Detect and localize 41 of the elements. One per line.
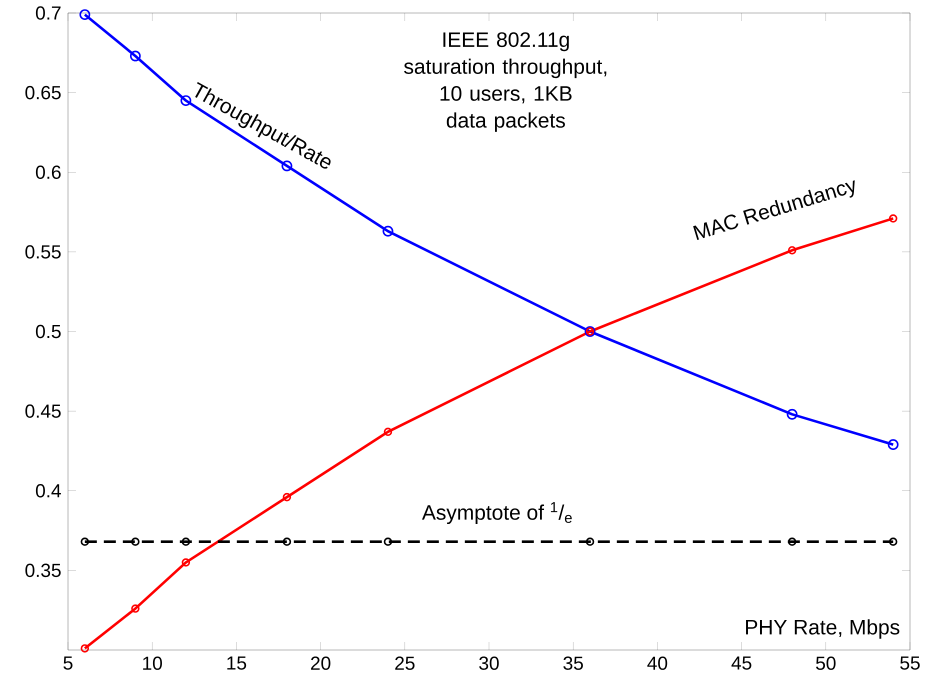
y-tick-label: 0.35 xyxy=(25,564,61,578)
x-tick-label: 10 xyxy=(143,656,162,670)
x-tick-label: 35 xyxy=(563,656,583,670)
x-tick-label: 45 xyxy=(732,656,752,670)
x-tick-label: 15 xyxy=(227,656,246,670)
point xyxy=(80,538,90,546)
y-tick-label: 0.6 xyxy=(36,166,61,179)
point xyxy=(282,538,292,546)
x-tick-label: 5 xyxy=(63,656,72,670)
point xyxy=(180,95,192,106)
point xyxy=(131,538,140,546)
point xyxy=(131,604,140,613)
y-tick-label: 0.4 xyxy=(36,484,61,498)
series-label: Asymptote of $^{1}$/$_{e}$ xyxy=(422,502,572,524)
y-tick-label: 0.45 xyxy=(25,404,61,418)
x-tick-label: 20 xyxy=(311,656,330,670)
y-tick-label: 0.5 xyxy=(36,324,61,338)
point xyxy=(888,538,898,546)
x-tick-label: 55 xyxy=(900,656,920,670)
y-tick-label: 0.65 xyxy=(25,86,61,100)
point xyxy=(586,538,594,546)
point xyxy=(382,226,394,237)
point xyxy=(384,428,392,436)
x-tick-label: 40 xyxy=(647,656,668,670)
point xyxy=(788,246,796,254)
x-tick-label: 25 xyxy=(395,656,415,670)
x-axis-title: PHY Rate, Mbps xyxy=(746,619,900,639)
point xyxy=(282,492,292,502)
text: IEEE 802.11g saturation throughput, 10 users, 1KB data packets xyxy=(404,32,606,132)
point xyxy=(79,9,90,20)
y-tick-label: 0.7 xyxy=(36,6,61,20)
x-tick-label: 30 xyxy=(479,656,499,670)
point xyxy=(130,50,141,62)
point xyxy=(182,538,190,546)
point xyxy=(788,538,796,546)
y-tick-label: 0.55 xyxy=(25,245,61,259)
point xyxy=(786,408,798,420)
point xyxy=(182,558,190,567)
x-tick-label: 50 xyxy=(816,656,836,670)
point xyxy=(888,439,899,450)
point xyxy=(384,538,392,546)
